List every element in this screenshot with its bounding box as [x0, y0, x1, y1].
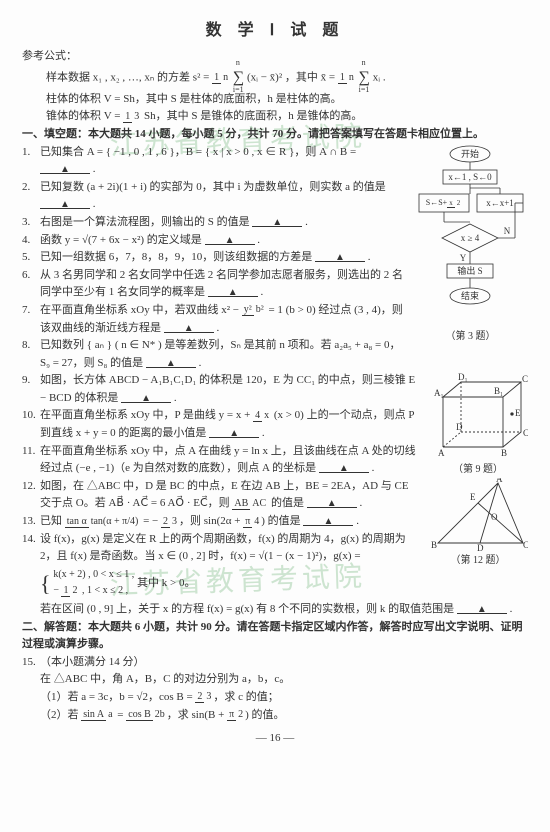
question-14: 14. 设 f(x)，g(x) 是定义在 R 上的两个周期函数，f(x) 的周期… [22, 531, 528, 619]
page-title: 数 学 Ⅰ 试 题 [22, 18, 528, 44]
ref1-text-a: 样本数据 x₁ , x₂ , …, xₙ 的方差 s² = [46, 72, 212, 84]
question-10: 10.在平面直角坐标系 xOy 中，P 是曲线 y = x + 4x (x > … [22, 407, 528, 442]
ref-formula-2: 柱体的体积 V = Sh，其中 S 是柱体的底面积，h 是柱体的高。 [22, 91, 528, 109]
question-9: 9.如图，长方体 ABCD − A₁B₁C₁D₁ 的体积是 120，E 为 CC… [22, 372, 528, 407]
question-8: 8.已知数列 { aₙ } ( n ∈ N* ) 是等差数列，Sₙ 是其前 n … [22, 337, 528, 372]
section-2-head: 二、解答题：本大题共 6 小题，共计 90 分。请在答题卡指定区域内作答，解答时… [22, 619, 528, 654]
question-15: 15. （本小题满分 14 分） 在 △ABC 中，角 A，B，C 的对边分别为… [22, 654, 528, 724]
question-6: 6.从 3 名男同学和 2 名女同学中任选 2 名同学参加志愿者服务，则选出的 … [22, 267, 528, 302]
ref-label: 参考公式： [22, 48, 528, 66]
question-12: 12.如图，在 △ABC 中，D 是 BC 的中点，E 在边 AB 上，BE =… [22, 478, 528, 513]
page-number: — 16 — [22, 730, 528, 748]
question-11: 11.在平面直角坐标系 xOy 中，点 A 在曲线 y = ln x 上，且该曲… [22, 443, 528, 478]
question-5: 5.已知一组数据 6，7，8，8，9，10，则该组数据的方差是 ▲ . [22, 249, 528, 267]
section-1-head: 一、填空题：本大题共 14 小题，每小题 5 分，共计 70 分。请把答案填写在… [22, 126, 528, 144]
question-7: 7.在平面直角坐标系 xOy 中，若双曲线 x² − y²b² = 1 (b >… [22, 302, 528, 337]
ref-formula-1: 样本数据 x₁ , x₂ , …, xₙ 的方差 s² = 1n n ∑ i=1… [22, 65, 528, 91]
question-1: 1.已知集合 A = { −1 , 0 , 1 , 6 }，B = { x | … [22, 144, 528, 179]
ref-formula-3: 锥体的体积 V = 13 Sh，其中 S 是锥体的底面积，h 是锥体的高。 [22, 108, 528, 126]
question-3: 3.右图是一个算法流程图，则输出的 S 的值是 ▲ . [22, 214, 528, 232]
question-13: 13.已知 tan αtan(α + π/4) = − 23，则 sin(2α … [22, 513, 528, 531]
question-4: 4.函数 y = √(7 + 6x − x²) 的定义域是 ▲ . [22, 232, 528, 250]
question-2: 2.已知复数 (a + 2i)(1 + i) 的实部为 0，其中 i 为虚数单位… [22, 179, 528, 214]
